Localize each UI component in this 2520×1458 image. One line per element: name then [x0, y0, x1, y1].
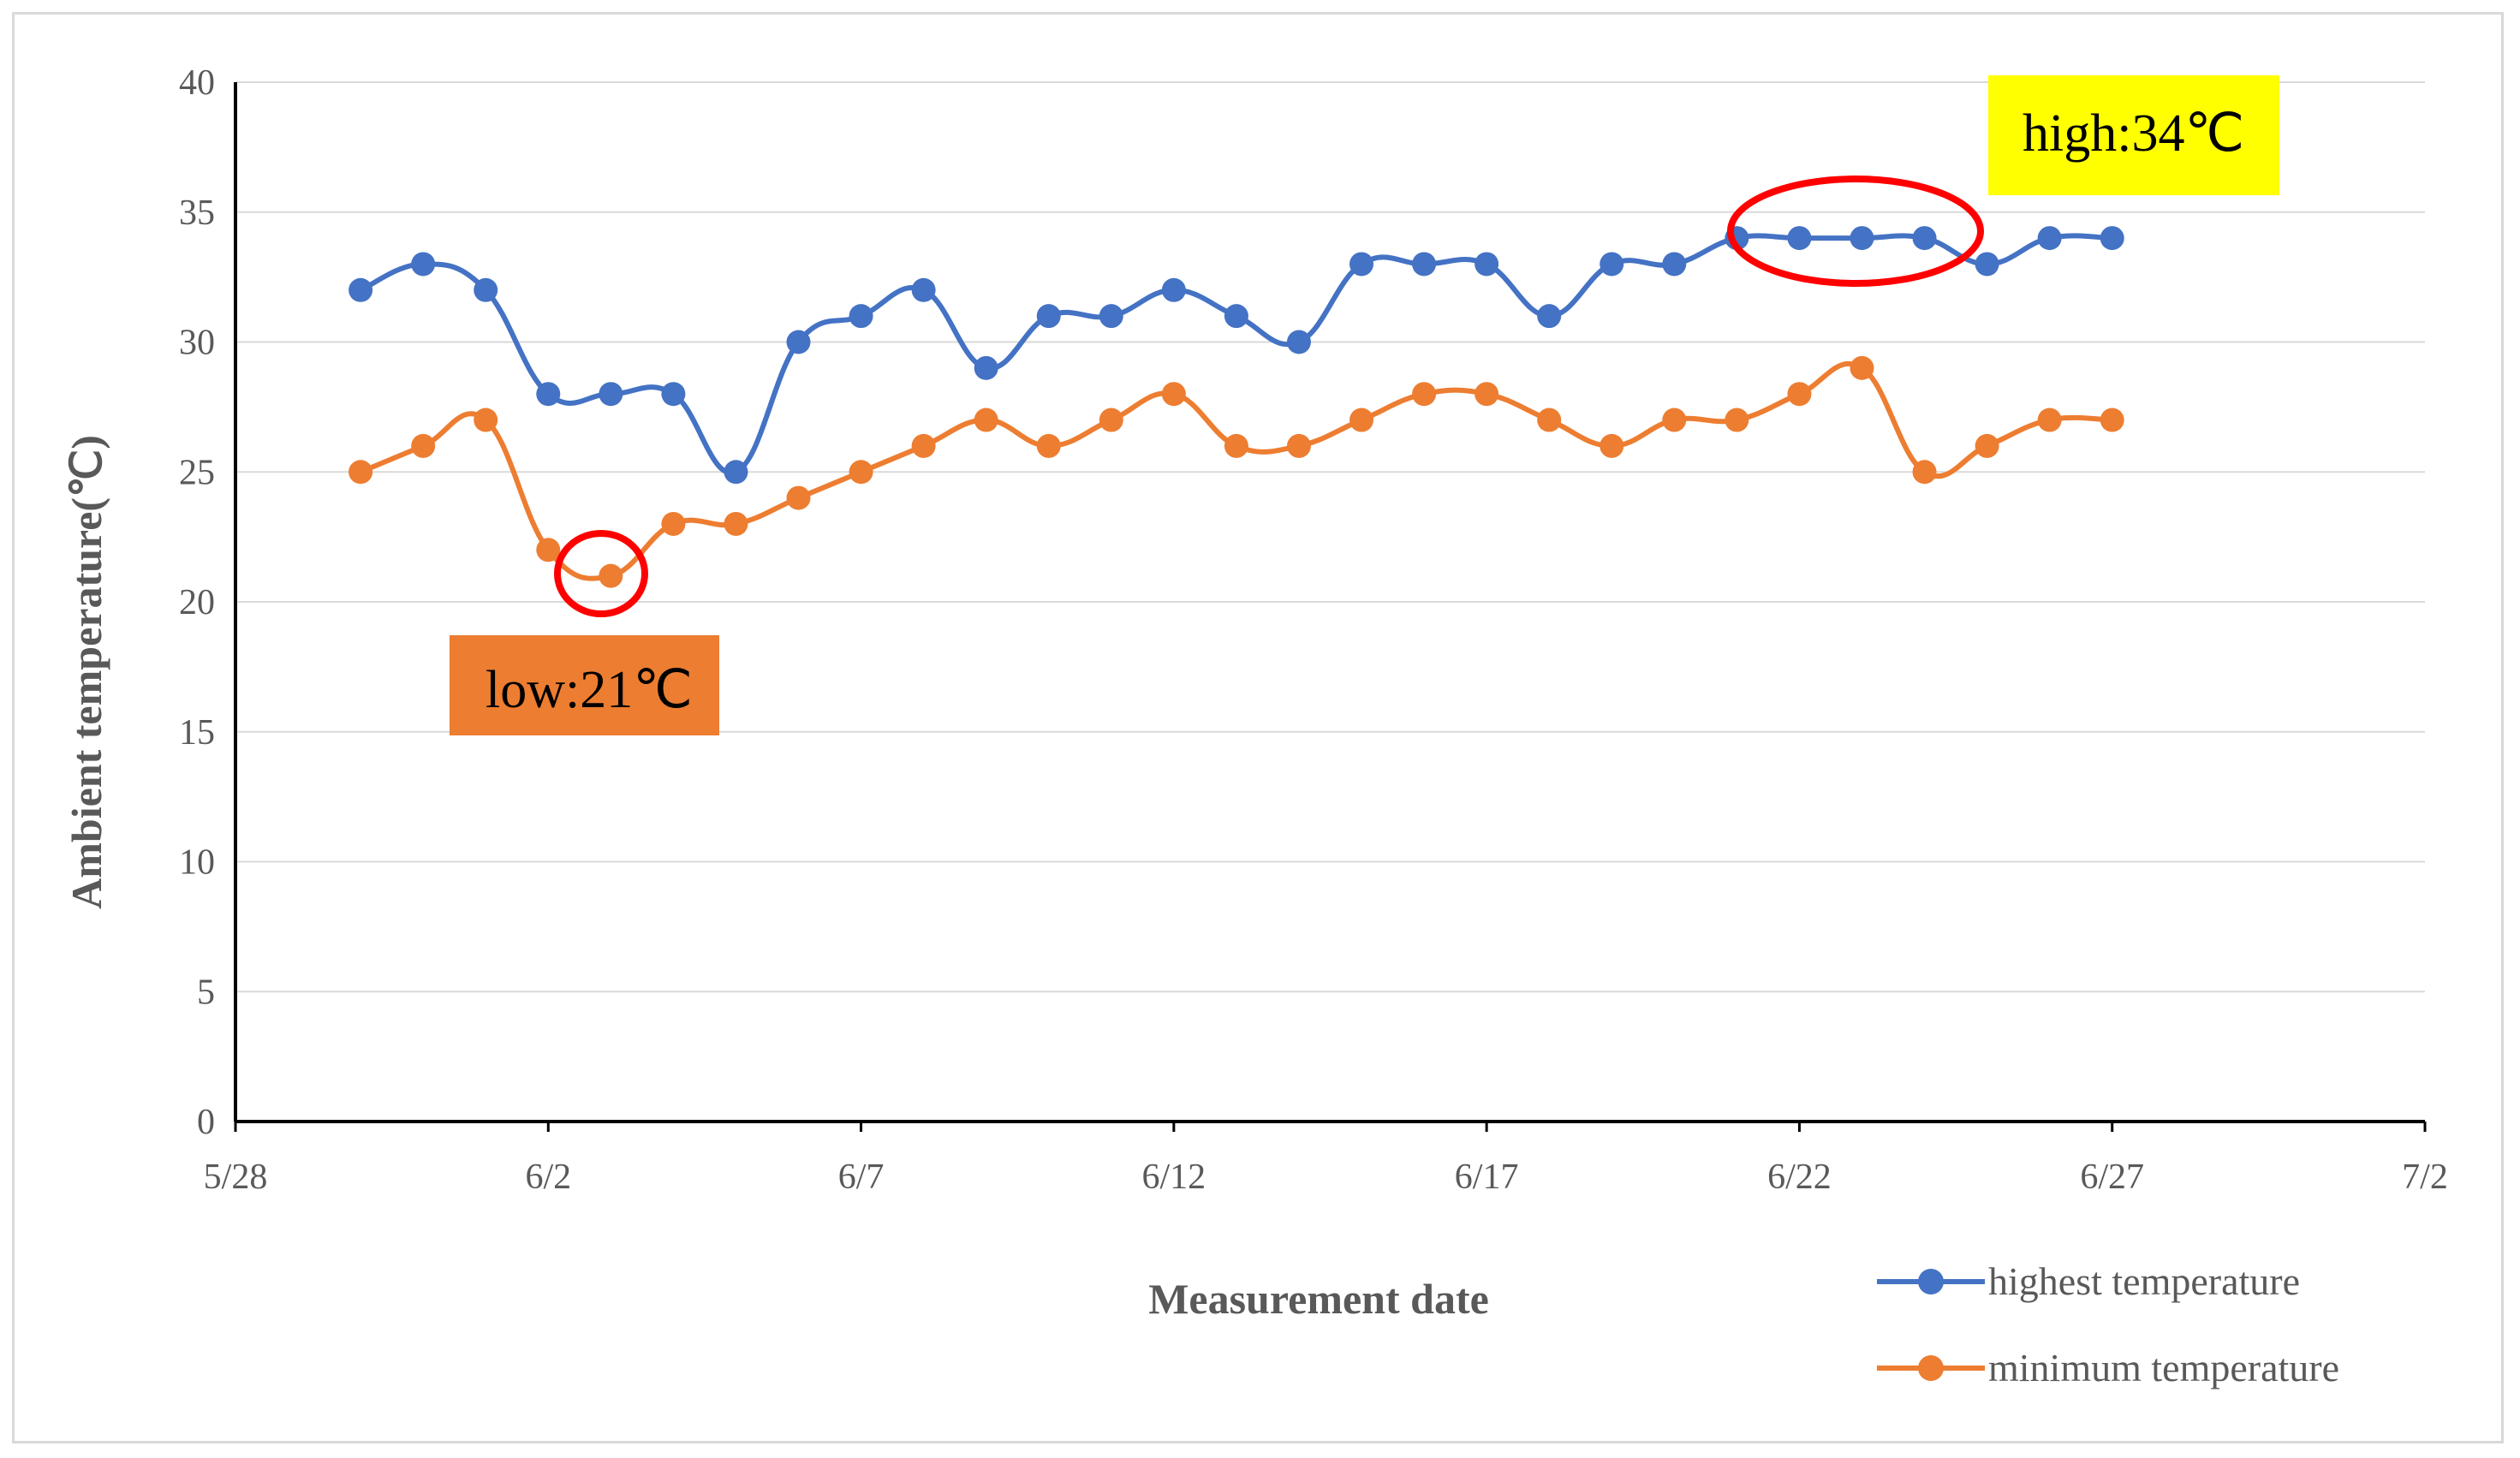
data-point	[1474, 252, 1499, 277]
high-callout-box	[1988, 75, 2279, 195]
y-tick-label: 10	[179, 843, 215, 883]
legend-item-minimum: minimum temperature	[1877, 1346, 2339, 1390]
data-point	[661, 511, 686, 536]
data-point	[1975, 252, 1999, 277]
y-axis-title: Ambient temperature(℃)	[63, 435, 110, 909]
x-tick-label: 6/2	[525, 1157, 571, 1197]
legend-marker-highest	[1918, 1269, 1944, 1294]
x-tick-label: 6/22	[1767, 1157, 1832, 1197]
data-point	[786, 485, 811, 510]
data-point	[411, 433, 436, 458]
high-callout-text: high:34℃	[2023, 104, 2244, 163]
data-point	[1662, 252, 1687, 277]
low-highlight-circle	[554, 530, 648, 617]
y-tick-label: 40	[179, 63, 215, 103]
data-point	[724, 460, 748, 485]
data-point	[536, 538, 561, 562]
data-point	[2100, 408, 2124, 432]
y-tick-label: 35	[179, 193, 215, 233]
x-tick-label: 5/28	[204, 1157, 268, 1197]
data-point	[1537, 408, 1562, 432]
data-point	[1912, 226, 1937, 251]
data-point	[849, 460, 873, 485]
data-point	[349, 277, 373, 302]
gridlines	[235, 81, 2425, 993]
data-point	[1474, 382, 1499, 407]
data-point	[1787, 226, 1812, 251]
data-point	[2037, 226, 2062, 251]
low-temperature-callout: low:21℃	[450, 635, 719, 735]
high-temperature-callout: high:34℃	[1988, 75, 2279, 195]
high-highlight-ellipse	[1727, 176, 1984, 287]
y-tick-label: 0	[197, 1103, 215, 1142]
data-point	[1161, 277, 1186, 302]
data-point	[1412, 252, 1437, 277]
data-point	[1099, 304, 1123, 329]
data-point	[1349, 408, 1374, 432]
x-tick-label: 6/17	[1455, 1157, 1519, 1197]
y-tick-label: 15	[179, 713, 215, 753]
data-point	[974, 355, 998, 380]
x-tick-label: 6/12	[1142, 1157, 1206, 1197]
data-point	[1161, 382, 1186, 407]
legend-item-highest: highest temperature	[1877, 1259, 2300, 1303]
data-point	[1850, 226, 1874, 251]
data-point	[1975, 433, 1999, 458]
series-minimum	[349, 355, 2124, 588]
data-point	[724, 511, 748, 536]
data-point	[1349, 252, 1374, 277]
data-point	[474, 277, 498, 302]
data-point	[1787, 382, 1812, 407]
legend-label-minimum: minimum temperature	[1988, 1346, 2339, 1390]
data-point	[786, 330, 811, 354]
x-tick-label: 7/2	[2402, 1157, 2448, 1197]
data-series	[349, 226, 2124, 588]
data-point	[1286, 330, 1311, 354]
data-point	[349, 460, 373, 485]
data-point	[1850, 355, 1874, 380]
data-point	[1286, 433, 1311, 458]
data-point	[911, 433, 936, 458]
y-tick-label: 30	[179, 324, 215, 363]
data-point	[911, 277, 936, 302]
series-line	[359, 360, 2112, 581]
low-callout-box	[450, 635, 719, 735]
data-point	[599, 382, 623, 407]
x-tick-label: 6/27	[2080, 1157, 2144, 1197]
y-tick-label: 20	[179, 583, 215, 622]
x-axis-title: Measurement date	[1148, 1275, 1489, 1323]
series-highest	[349, 226, 2124, 485]
data-point	[1600, 252, 1624, 277]
y-tick-label: 25	[179, 453, 215, 492]
data-point	[1099, 408, 1123, 432]
data-point	[1224, 433, 1248, 458]
data-point	[536, 382, 561, 407]
legend-marker-minimum	[1918, 1355, 1944, 1381]
data-point	[1412, 382, 1437, 407]
data-point	[411, 252, 436, 277]
x-tick-label: 6/7	[838, 1157, 885, 1197]
data-point	[2100, 226, 2124, 251]
data-point	[1224, 304, 1248, 329]
data-point	[1036, 304, 1061, 329]
low-callout-text: low:21℃	[486, 661, 693, 719]
data-point	[599, 563, 623, 588]
legend-label-highest: highest temperature	[1988, 1259, 2300, 1303]
data-point	[661, 382, 686, 407]
data-point	[474, 408, 498, 432]
data-point	[1725, 408, 1749, 432]
data-point	[1662, 408, 1687, 432]
data-point	[974, 408, 998, 432]
data-point	[1537, 304, 1562, 329]
data-point	[2037, 408, 2062, 432]
data-point	[1912, 460, 1937, 485]
data-point	[1036, 433, 1061, 458]
data-point	[1600, 433, 1624, 458]
data-point	[849, 304, 873, 329]
legend: highest temperature minimum temperature	[1877, 1259, 2339, 1390]
chart-frame	[12, 12, 2504, 1443]
y-tick-label: 5	[197, 973, 215, 1012]
axes: 0 5 10 15 20 25 30 35 40 5/28 6/2 6/7 6/12 6/17 6/22 6/…	[179, 63, 2448, 1197]
